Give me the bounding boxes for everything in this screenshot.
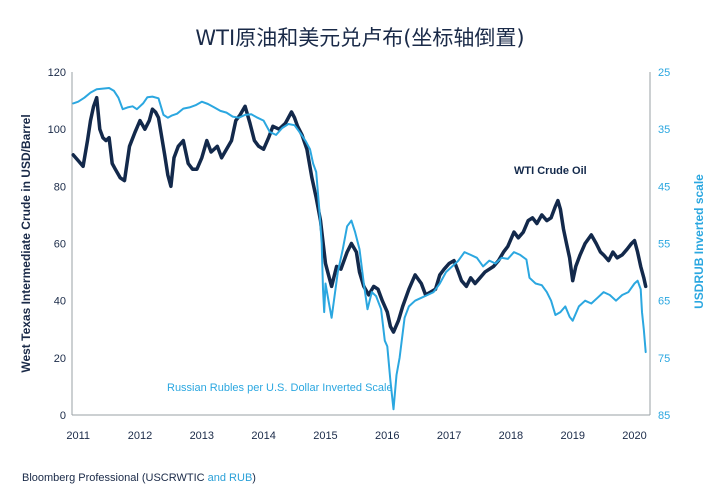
x-tick-label: 2017 — [437, 430, 461, 442]
y2-tick-label: 75 — [658, 353, 670, 365]
annotation-wti: WTI Crude Oil — [514, 165, 587, 177]
x-tick-label: 2012 — [128, 430, 152, 442]
y2-tick-label: 85 — [658, 410, 670, 422]
source-prefix: Bloomberg Professional (USCRWTIC — [22, 472, 208, 484]
y2-tick-label: 25 — [658, 67, 670, 79]
source-note: Bloomberg Professional (USCRWTIC and RUB… — [22, 472, 256, 484]
y2-axis-label: USDRUB Inverted scale — [692, 174, 706, 309]
x-tick-label: 2016 — [375, 430, 399, 442]
y-tick-label: 120 — [48, 67, 66, 79]
y-tick-label: 80 — [54, 181, 66, 193]
y2-tick-label: 35 — [658, 124, 670, 136]
annotation-rub: Russian Rubles per U.S. Dollar Inverted … — [167, 382, 393, 394]
x-tick-label: 2015 — [313, 430, 337, 442]
y-tick-label: 0 — [60, 410, 66, 422]
chart-title: WTI原油和美元兑卢布(坐标轴倒置) — [195, 26, 525, 50]
y2-tick-label: 65 — [658, 296, 670, 308]
x-tick-label: 2019 — [560, 430, 584, 442]
series-line-wti — [71, 95, 648, 334]
x-tick-label: 2014 — [251, 430, 275, 442]
source-highlight: and RUB — [207, 472, 253, 484]
series-line-rub — [72, 87, 647, 411]
x-tick-label: 2011 — [66, 430, 90, 442]
y-tick-label: 100 — [48, 124, 66, 136]
y-axis-label: West Texas Intermediate Crude in USD/Bar… — [19, 114, 33, 372]
y-tick-label: 20 — [54, 353, 66, 365]
y-tick-label: 40 — [54, 296, 66, 308]
x-tick-label: 2020 — [622, 430, 646, 442]
x-tick-label: 2013 — [190, 430, 214, 442]
y-tick-label: 60 — [54, 239, 66, 251]
source-suffix: ) — [252, 472, 256, 484]
y2-tick-label: 45 — [658, 181, 670, 193]
y2-tick-label: 55 — [658, 239, 670, 251]
x-tick-label: 2018 — [499, 430, 523, 442]
